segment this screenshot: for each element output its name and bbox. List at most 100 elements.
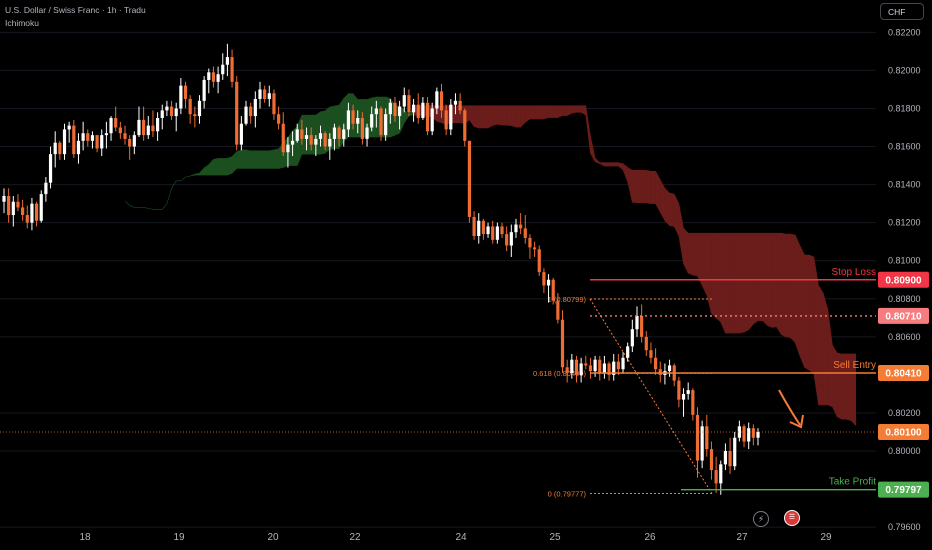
candle-body — [574, 359, 579, 375]
candle-body — [142, 119, 146, 136]
candle — [216, 66, 220, 94]
candle-body — [398, 106, 402, 117]
candle — [318, 125, 323, 147]
candle — [290, 131, 295, 157]
cloud-segment — [613, 162, 619, 167]
candle — [709, 441, 714, 480]
currency-button[interactable]: CHF — [880, 3, 924, 20]
candle-body — [742, 426, 746, 442]
price-axis[interactable]: 0.82200 0.82000 0.81800 0.81600 0.81400 0.812… — [888, 27, 921, 532]
candle-body — [30, 203, 34, 223]
us-flag-icon[interactable]: ☰ — [784, 510, 800, 526]
cloud-segment — [757, 232, 763, 321]
candle — [695, 407, 700, 478]
time-axis[interactable]: 18 19 20 22 24 25 26 27 29 — [79, 532, 832, 543]
level-line[interactable]: 0.80710 — [590, 307, 929, 324]
candle — [81, 121, 85, 151]
candle — [635, 306, 639, 337]
price-tick-label: 0.80600 — [888, 332, 921, 342]
candle-body — [709, 449, 714, 471]
candle-body — [463, 110, 467, 141]
candle — [546, 274, 551, 303]
candle-body — [612, 361, 616, 375]
candle-body — [416, 104, 420, 118]
candle — [560, 310, 565, 374]
candle-body — [435, 91, 439, 109]
candle-body — [244, 106, 248, 124]
candle-body — [216, 74, 220, 82]
price-tick-label: 0.82200 — [888, 27, 921, 37]
candle-body — [314, 138, 318, 145]
candle-body — [681, 393, 686, 400]
level-sell-entry[interactable]: Sell Entry 0.80410 — [590, 360, 929, 382]
candle — [346, 102, 351, 138]
candle — [249, 102, 253, 124]
level-take-profit[interactable]: Take Profit 0.79797 — [681, 477, 929, 498]
candle-body — [733, 437, 737, 467]
candle-body — [560, 319, 565, 368]
candle-body — [44, 182, 48, 195]
candle-body — [700, 426, 704, 461]
candle-body — [34, 203, 39, 221]
candle — [598, 355, 602, 381]
candle-body — [179, 85, 183, 109]
candle — [640, 304, 644, 343]
level-price-tag — [878, 307, 929, 324]
candle-body — [39, 194, 43, 221]
lightning-icon[interactable]: ⚡ — [753, 511, 769, 527]
candle-body — [495, 226, 499, 240]
level-price-tag — [878, 481, 929, 498]
candle — [519, 213, 523, 235]
candle-body — [644, 336, 648, 351]
cloud-segment — [473, 105, 480, 129]
cloud-segment — [669, 192, 675, 227]
candle — [193, 106, 197, 128]
candle-body — [430, 108, 434, 132]
candle-body — [286, 144, 290, 153]
cloud-segment — [692, 232, 698, 277]
candle — [705, 414, 709, 457]
level-line[interactable]: 0.80100 — [0, 424, 929, 441]
candle-body — [58, 142, 62, 155]
time-tick-label: 18 — [79, 532, 91, 543]
level-label: Stop Loss — [832, 267, 876, 278]
candle-body — [658, 369, 662, 375]
candle-body — [90, 135, 95, 141]
candle — [277, 106, 281, 130]
cloud-segment — [241, 149, 247, 169]
level-price-tag-text: 0.80100 — [885, 428, 922, 439]
candle-body — [230, 57, 234, 82]
time-tick-label: 29 — [820, 532, 832, 543]
cloud-segment — [715, 232, 722, 323]
candle-body — [593, 359, 597, 372]
time-tick-label: 24 — [455, 532, 467, 543]
candle — [379, 106, 383, 141]
candle-body — [323, 133, 327, 147]
cloud-segment — [804, 254, 810, 371]
candle-body — [332, 127, 337, 139]
level-stop-loss[interactable]: Stop Loss 0.80900 — [590, 267, 929, 288]
candle — [304, 127, 309, 151]
level-price-tag-text: 0.80900 — [885, 275, 922, 286]
cloud-segment — [701, 232, 708, 296]
cloud-segment — [320, 110, 326, 155]
level-price-tag-text: 0.79797 — [885, 485, 922, 496]
price-levels[interactable]: Stop Loss 0.80900 0.80710 Sell Entry 0.80410… — [0, 267, 929, 498]
indicator-name[interactable]: Ichimoku — [5, 18, 40, 28]
candle — [565, 359, 569, 383]
candle — [314, 135, 318, 157]
cloud-segment — [632, 170, 638, 204]
cloud-segment — [576, 105, 582, 113]
candle — [509, 224, 513, 257]
candle-body — [425, 102, 430, 132]
candle — [393, 97, 397, 122]
candle — [86, 129, 90, 147]
candle — [118, 121, 122, 139]
candle — [425, 97, 430, 136]
candle — [658, 361, 662, 383]
candle — [453, 93, 458, 115]
candle-body — [100, 135, 104, 149]
candle-body — [737, 426, 741, 438]
candle — [686, 382, 690, 400]
